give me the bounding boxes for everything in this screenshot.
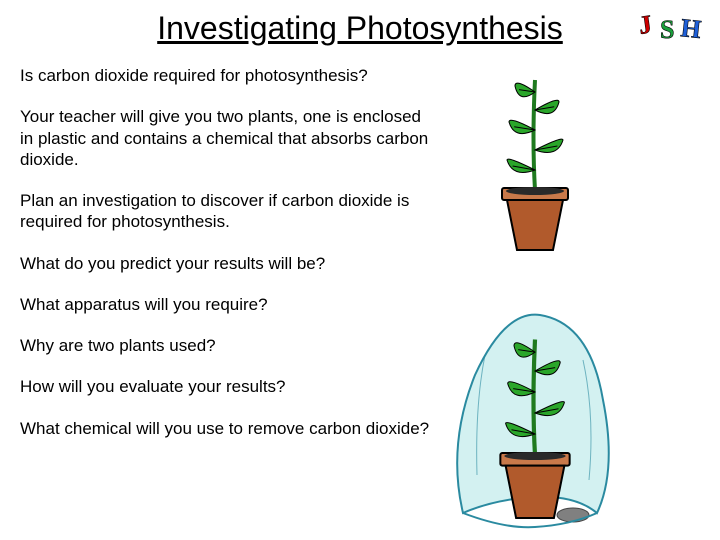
- paragraph: Plan an investigation to discover if car…: [20, 190, 430, 233]
- svg-text:J: J: [637, 9, 654, 40]
- page-title: Investigating Photosynthesis: [70, 0, 650, 65]
- paragraph: Is carbon dioxide required for photosynt…: [20, 65, 430, 86]
- paragraph: Why are two plants used?: [20, 335, 430, 356]
- plant-open-icon: [470, 60, 600, 260]
- text-content: Is carbon dioxide required for photosynt…: [0, 65, 430, 439]
- paragraph: How will you evaluate your results?: [20, 376, 430, 397]
- paragraph: What chemical will you use to remove car…: [20, 418, 430, 439]
- plant-bagged-icon: [440, 290, 630, 540]
- paragraph: Your teacher will give you two plants, o…: [20, 106, 430, 170]
- paragraph: What apparatus will you require?: [20, 294, 430, 315]
- svg-text:S: S: [660, 15, 674, 44]
- paragraph: What do you predict your results will be…: [20, 253, 430, 274]
- svg-text:H: H: [679, 13, 702, 44]
- logo-icon: J S H: [632, 4, 712, 48]
